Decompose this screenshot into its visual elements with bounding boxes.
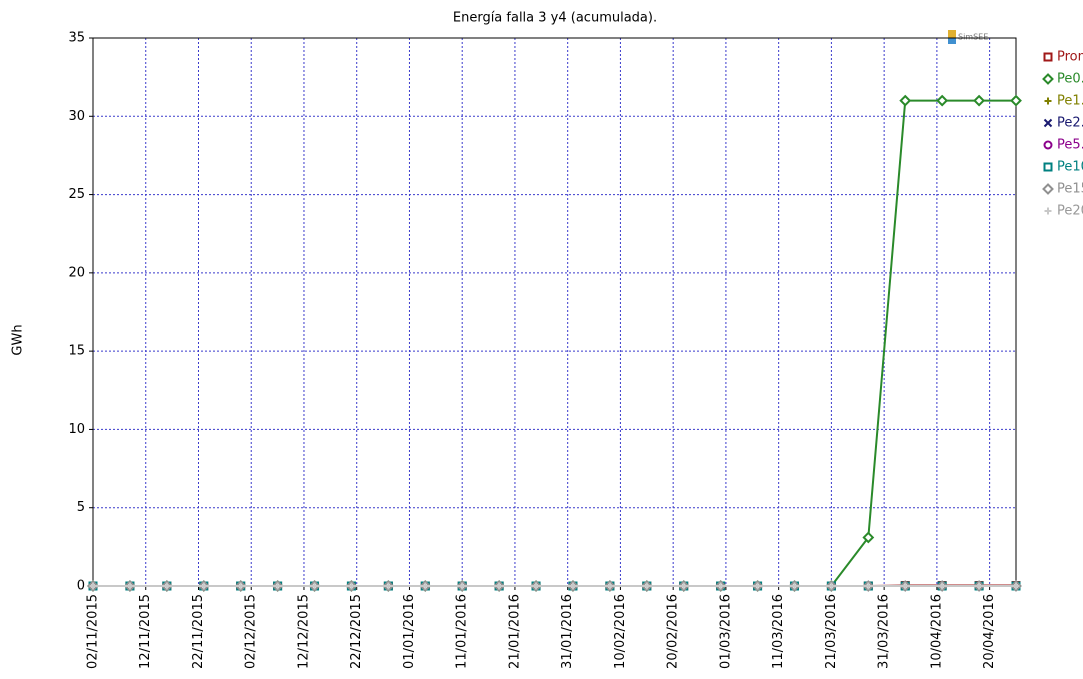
data-point <box>311 582 319 590</box>
legend-marker <box>1042 73 1054 85</box>
data-point <box>495 582 503 590</box>
data-point <box>384 582 392 590</box>
legend-marker <box>1043 52 1053 62</box>
data-point <box>89 582 97 590</box>
data-point <box>754 582 762 590</box>
data-point <box>901 582 909 590</box>
y-tick-label: 15 <box>68 344 85 359</box>
data-point <box>827 582 835 590</box>
legend-marker <box>1042 183 1054 195</box>
chart-title: Energía falla 3 y4 (acumulada). <box>453 11 657 26</box>
x-tick-label: 20/04/2016 <box>982 594 997 669</box>
data-point <box>237 582 245 590</box>
x-tick-label: 20/02/2016 <box>666 594 681 669</box>
data-point <box>680 582 688 590</box>
x-tick-label: 22/11/2015 <box>191 594 206 669</box>
x-tick-label: 10/04/2016 <box>929 594 944 669</box>
logo-icon <box>948 38 956 44</box>
data-point <box>1012 582 1020 590</box>
legend-label: Pe10.0% <box>1057 160 1083 175</box>
y-tick-label: 25 <box>68 187 85 202</box>
data-point <box>790 582 798 590</box>
watermark: SimSEE <box>958 33 988 42</box>
x-tick-label: 01/01/2016 <box>402 594 417 669</box>
data-point <box>458 582 466 590</box>
data-point <box>163 582 171 590</box>
x-tick-label: 11/03/2016 <box>771 594 786 669</box>
x-tick-label: 12/12/2015 <box>296 594 311 669</box>
legend-label: Pe20.0% <box>1057 204 1083 219</box>
legend-label: Pe15.0% <box>1057 182 1083 197</box>
legend-marker <box>1043 118 1053 128</box>
data-point <box>864 582 872 590</box>
legend-marker <box>1044 97 1052 105</box>
data-point <box>274 582 282 590</box>
y-axis-label: GWh <box>11 324 26 355</box>
x-tick-label: 01/03/2016 <box>718 594 733 669</box>
data-point <box>421 582 429 590</box>
data-point <box>606 582 614 590</box>
data-point <box>899 94 912 107</box>
x-tick-label: 02/11/2015 <box>86 594 101 669</box>
y-tick-label: 10 <box>68 422 85 437</box>
data-point <box>569 582 577 590</box>
x-tick-label: 31/01/2016 <box>560 594 575 669</box>
series-line <box>93 99 1016 587</box>
legend-marker <box>1044 207 1052 215</box>
data-point <box>938 582 946 590</box>
x-tick-label: 10/02/2016 <box>613 594 628 669</box>
legend-label: Pe1.0% <box>1057 94 1083 109</box>
legend-marker <box>1043 140 1053 150</box>
data-point <box>936 94 949 107</box>
y-tick-label: 20 <box>68 265 85 280</box>
legend-marker <box>1043 162 1053 172</box>
data-point <box>126 582 134 590</box>
legend-label: Pe2.0% <box>1057 116 1083 131</box>
data-point <box>347 582 355 590</box>
legend-label: Pe5.0% <box>1057 138 1083 153</box>
x-tick-label: 31/03/2016 <box>877 594 892 669</box>
data-point <box>200 582 208 590</box>
legend-label: Prom <box>1057 50 1083 65</box>
data-point <box>1010 94 1022 107</box>
data-point <box>717 582 725 590</box>
y-tick-label: 30 <box>68 109 85 124</box>
data-point <box>975 582 983 590</box>
y-tick-label: 5 <box>77 500 85 515</box>
x-tick-label: 12/11/2015 <box>138 594 153 669</box>
plot-border <box>92 37 1017 587</box>
x-tick-label: 11/01/2016 <box>455 594 470 669</box>
data-point <box>532 582 540 590</box>
legend-label: Pe0.1% <box>1057 72 1083 87</box>
y-tick-label: 35 <box>68 31 85 46</box>
x-tick-label: 02/12/2015 <box>244 594 259 669</box>
data-point <box>643 582 651 590</box>
x-tick-label: 21/01/2016 <box>507 594 522 669</box>
y-tick-label: 0 <box>77 579 85 594</box>
data-point <box>862 531 875 544</box>
logo-icon <box>948 30 956 38</box>
data-point <box>973 94 985 107</box>
x-tick-label: 21/03/2016 <box>824 594 839 669</box>
x-tick-label: 22/12/2015 <box>349 594 364 669</box>
